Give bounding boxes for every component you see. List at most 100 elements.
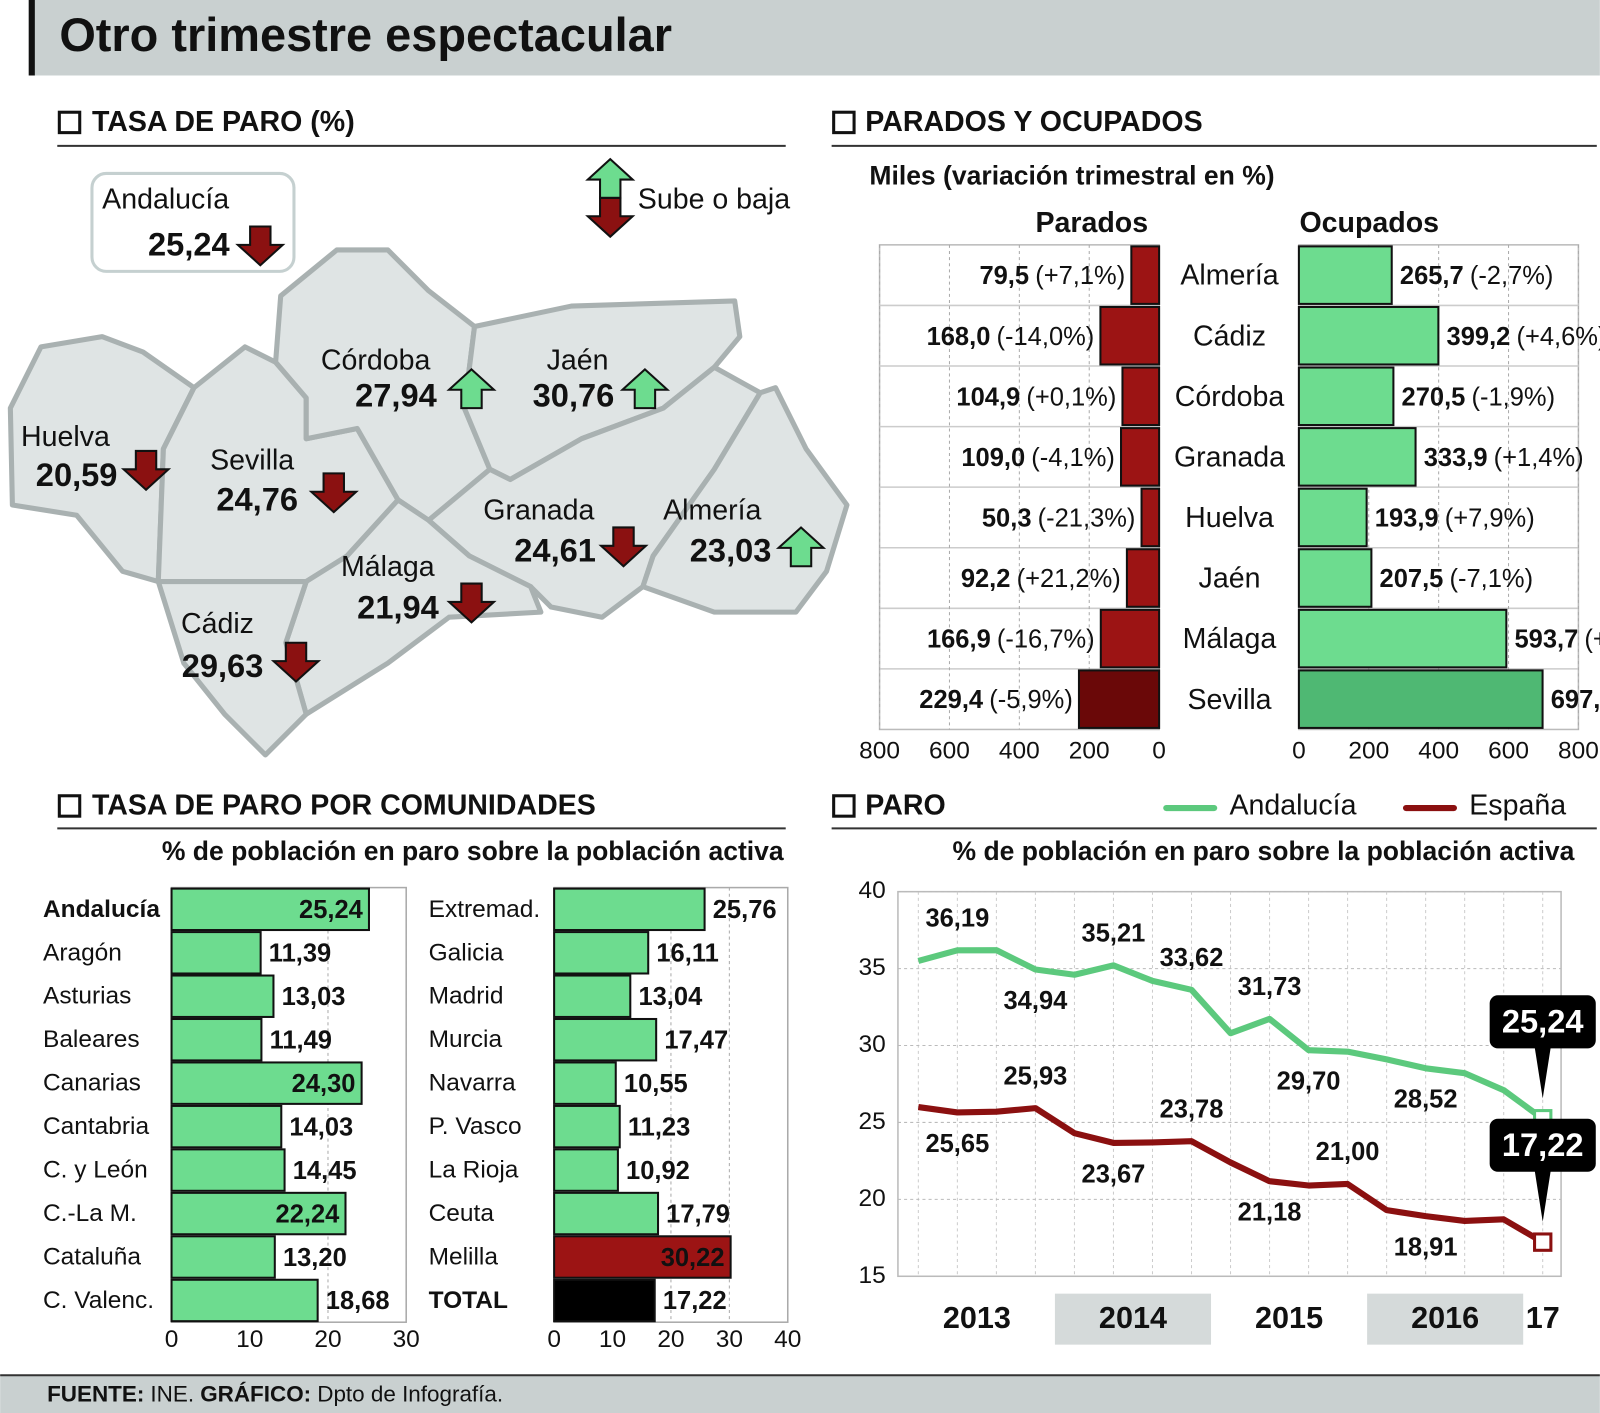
x-tick-label: 600 bbox=[1488, 737, 1529, 764]
category-label: Cádiz bbox=[1193, 320, 1266, 352]
bar bbox=[1297, 487, 1368, 548]
data-label: 14,45 bbox=[293, 1157, 357, 1185]
category-label: C. y León bbox=[43, 1157, 148, 1184]
bar bbox=[1121, 366, 1161, 427]
legend-label: Andalucía bbox=[1230, 790, 1357, 822]
panel-title: Ocupados bbox=[1299, 207, 1439, 239]
bar bbox=[1099, 305, 1161, 366]
header-bar bbox=[28, 0, 35, 76]
change-label: (+5,2%) bbox=[1584, 625, 1600, 653]
value-label: 333,9 bbox=[1424, 444, 1488, 472]
category-label: TOTAL bbox=[429, 1287, 508, 1314]
change-label: (-1,9%) bbox=[1472, 383, 1556, 411]
change-label: (+0,1%) bbox=[1026, 383, 1116, 411]
category-label: Huelva bbox=[1185, 502, 1274, 534]
region-name: Huelva bbox=[21, 421, 110, 453]
change-label: (+7,1%) bbox=[1035, 262, 1125, 290]
x-tick-label: 200 bbox=[1348, 737, 1389, 764]
data-label: 399,2 (+4,6%) bbox=[1447, 322, 1600, 350]
data-label: 25,93 bbox=[1004, 1062, 1068, 1090]
x-tick-label: 0 bbox=[165, 1326, 179, 1353]
value-label: 399,2 bbox=[1447, 322, 1511, 350]
data-label: 333,9 (+1,4%) bbox=[1424, 444, 1584, 472]
bar bbox=[1125, 548, 1161, 608]
legend-arrow bbox=[585, 196, 636, 239]
data-label: 21,18 bbox=[1238, 1199, 1302, 1227]
data-label: 13,03 bbox=[282, 983, 346, 1011]
year-band bbox=[1367, 1293, 1524, 1345]
section-icon bbox=[57, 794, 82, 818]
bar bbox=[553, 1191, 660, 1236]
x-tick-label: 0 bbox=[1152, 737, 1166, 764]
region-value: 24,61 bbox=[514, 532, 596, 569]
footer-text: INE. bbox=[150, 1382, 194, 1407]
data-label: 14,03 bbox=[289, 1113, 353, 1141]
change-label: (-2,7%) bbox=[1470, 262, 1554, 290]
category-label: Granada bbox=[1174, 441, 1285, 473]
header-band bbox=[28, 0, 1600, 76]
bar bbox=[170, 974, 275, 1018]
data-label: 31,73 bbox=[1238, 973, 1302, 1001]
trend-arrow bbox=[775, 526, 827, 568]
change-label: (+4,6%) bbox=[1516, 322, 1600, 350]
category-label: Baleares bbox=[43, 1026, 140, 1053]
section-title: PARADOS Y OCUPADOS bbox=[865, 106, 1202, 138]
bar bbox=[553, 1278, 656, 1323]
x-tick-label: 10 bbox=[599, 1326, 626, 1353]
trend-arrow bbox=[598, 526, 649, 568]
x-tick-label: 200 bbox=[1069, 737, 1110, 764]
change-label: (-21,3%) bbox=[1038, 504, 1136, 532]
value-label: 193,9 bbox=[1375, 504, 1439, 532]
year-label: 2013 bbox=[943, 1301, 1011, 1335]
data-label: 23,67 bbox=[1082, 1160, 1146, 1188]
region-name: Granada bbox=[483, 495, 594, 527]
callout bbox=[1489, 1118, 1596, 1172]
change-label: (-7,1%) bbox=[1449, 565, 1533, 593]
footer-label: FUENTE: bbox=[47, 1382, 144, 1407]
trend-arrow bbox=[446, 582, 497, 624]
data-label: 92,2 (+21,2%) bbox=[961, 565, 1121, 593]
change-label: (-14,0%) bbox=[997, 322, 1095, 350]
region-value: 23,03 bbox=[690, 532, 772, 569]
region-name: Almería bbox=[663, 495, 761, 527]
trend-arrow bbox=[235, 225, 286, 267]
value-label: 265,7 bbox=[1400, 262, 1464, 290]
trend-arrow bbox=[619, 367, 671, 410]
bar bbox=[1130, 245, 1161, 305]
region-value: 21,94 bbox=[357, 589, 439, 626]
title: Otro trimestre espectacular bbox=[59, 9, 672, 61]
bar bbox=[553, 1235, 732, 1279]
category-label: C.-La M. bbox=[43, 1200, 137, 1227]
x-tick-label: 20 bbox=[657, 1326, 684, 1353]
change-label: (+7,9%) bbox=[1445, 504, 1535, 532]
bar bbox=[553, 1061, 617, 1105]
data-label: 13,04 bbox=[638, 983, 703, 1011]
data-label: 34,94 bbox=[1004, 987, 1069, 1015]
trend-arrow bbox=[446, 367, 497, 410]
callout-label: 25,24 bbox=[1502, 1002, 1584, 1039]
change-label: (+1,4%) bbox=[1494, 444, 1584, 472]
bar bbox=[170, 887, 370, 932]
change-label: (-16,7%) bbox=[997, 625, 1095, 653]
region-name: Sevilla bbox=[210, 445, 294, 477]
data-label: 35,21 bbox=[1082, 919, 1146, 947]
value-label: 229,4 bbox=[919, 686, 984, 714]
end-marker bbox=[1533, 1232, 1553, 1252]
bar bbox=[553, 1104, 621, 1149]
region-name: Málaga bbox=[341, 551, 435, 583]
year-label: 2014 bbox=[1099, 1301, 1167, 1335]
map-legend: Sube o baja bbox=[638, 184, 791, 216]
data-label: 18,68 bbox=[326, 1287, 390, 1315]
data-label: 25,65 bbox=[925, 1130, 989, 1158]
panel-title: Parados bbox=[1035, 207, 1148, 239]
trend-arrow bbox=[308, 472, 359, 514]
category-label: Madrid bbox=[429, 983, 504, 1010]
y-tick-label: 25 bbox=[858, 1108, 885, 1135]
value-label: 50,3 bbox=[982, 504, 1032, 532]
data-label: 23,78 bbox=[1160, 1095, 1224, 1123]
value-label: 270,5 bbox=[1402, 383, 1466, 411]
category-label: Extremad. bbox=[429, 896, 541, 923]
bar bbox=[170, 1148, 286, 1192]
value-label: 166,9 bbox=[927, 625, 991, 653]
value-label: 207,5 bbox=[1380, 565, 1444, 593]
